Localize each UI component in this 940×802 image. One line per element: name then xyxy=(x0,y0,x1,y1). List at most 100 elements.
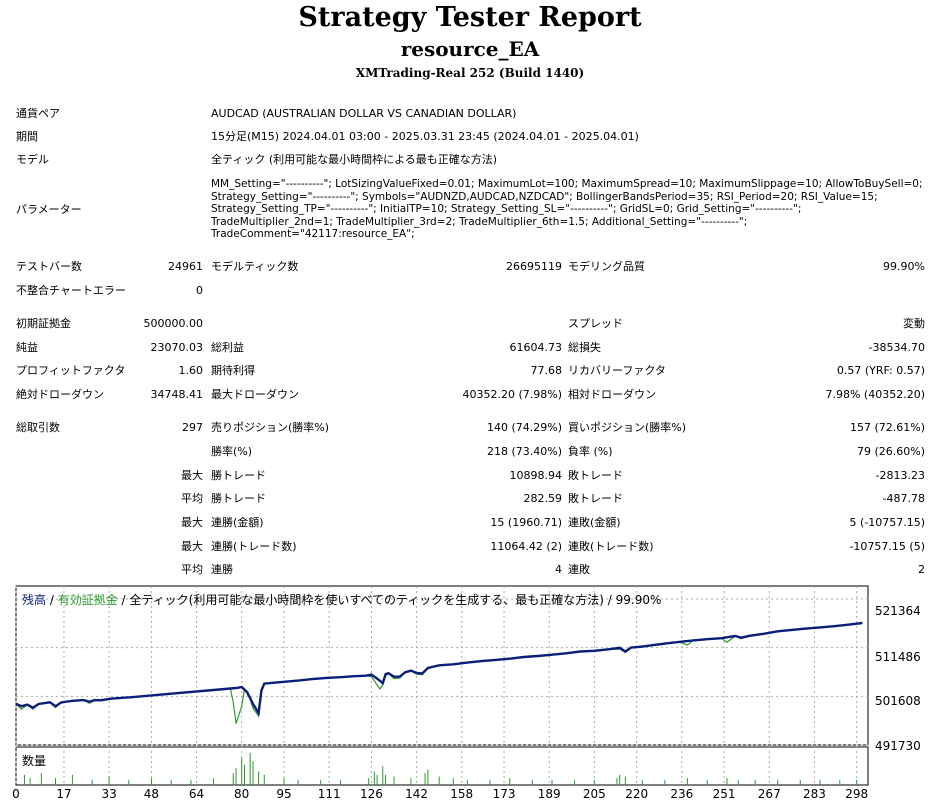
model-label: モデル xyxy=(16,153,49,166)
x-tick-label: 33 xyxy=(101,787,117,801)
ea-name: resource_EA xyxy=(400,37,540,61)
x-tick-label: 142 xyxy=(405,787,429,801)
spread-label: スプレッド xyxy=(568,317,623,330)
max-loss-trade-value: -2813.23 xyxy=(875,469,925,482)
trades-value: 297 xyxy=(182,421,203,434)
report-title: Strategy Tester Report xyxy=(298,2,642,33)
abs-dd-value: 34748.41 xyxy=(150,388,204,401)
y-tick-label: 521364 xyxy=(875,604,921,618)
model-value: 全ティック (利用可能な最小時間枠による最も正確な方法) xyxy=(211,153,498,166)
max-win-trade-label: 勝トレード xyxy=(211,469,266,482)
cons-loss-money-label: 連敗(金額) xyxy=(568,516,621,529)
max-label-2: 最大 xyxy=(181,516,203,529)
x-tick-label: 111 xyxy=(317,787,341,801)
deposit-value: 500000.00 xyxy=(143,317,204,330)
rel-dd-label: 相対ドローダウン xyxy=(568,388,656,401)
quality-label: モデリング品質 xyxy=(568,260,645,273)
server-info: XMTrading-Real 252 (Build 1440) xyxy=(355,66,585,80)
recovery-label: リカバリーファクタ xyxy=(568,364,666,377)
x-tick-label: 251 xyxy=(712,787,736,801)
gross-loss-label: 総損失 xyxy=(568,341,601,354)
x-tick-label: 298 xyxy=(845,787,869,801)
mismatch-value: 0 xyxy=(196,284,203,297)
avg-loss-trade-label: 敗トレード xyxy=(568,492,623,505)
symbol-value: AUDCAD (AUSTRALIAN DOLLAR VS CANADIAN DO… xyxy=(211,107,517,120)
x-tick-label: 95 xyxy=(276,787,292,801)
gross-profit-label: 総利益 xyxy=(211,341,244,354)
pf-label: プロフィットファクタ xyxy=(16,364,126,377)
period-label: 期間 xyxy=(16,130,38,143)
loss-pct-value: 79 (26.60%) xyxy=(856,445,925,458)
balance-chart xyxy=(15,585,869,786)
max-dd-label: 最大ドローダウン xyxy=(211,388,299,401)
y-tick-label: 501608 xyxy=(875,694,921,708)
balance-series-line xyxy=(15,621,863,717)
x-tick-label: 173 xyxy=(492,787,516,801)
params-value: MM_Setting="----------"; LotSizingValueF… xyxy=(211,178,923,240)
legend-equity: 有効証拠金 xyxy=(57,593,118,607)
expected-value: 77.68 xyxy=(530,364,563,377)
x-tick-label: 189 xyxy=(537,787,561,801)
avg-loss-trade-value: -487.78 xyxy=(882,492,925,505)
gross-profit-value: 61604.73 xyxy=(509,341,563,354)
x-tick-label: 0 xyxy=(12,787,20,801)
period-value: 15分足(M15) 2024.04.01 03:00 - 2025.03.31 … xyxy=(211,130,639,143)
rel-dd-value: 7.98% (40352.20) xyxy=(825,388,925,401)
x-tick-label: 283 xyxy=(802,787,826,801)
max-label-1: 最大 xyxy=(181,469,203,482)
legend-sep-2: / xyxy=(117,593,130,607)
cons-win-count-label: 連勝(トレード数) xyxy=(211,540,297,553)
mismatch-label: 不整合チャートエラー xyxy=(16,284,126,297)
x-tick-label: 48 xyxy=(143,787,160,801)
volume-plot-frame xyxy=(15,746,869,786)
gross-loss-value: -38534.70 xyxy=(868,341,925,354)
pf-value: 1.60 xyxy=(178,364,204,377)
net-value: 23070.03 xyxy=(150,341,204,354)
legend-sep-1: / xyxy=(46,593,58,607)
x-tick-label: 64 xyxy=(188,787,205,801)
x-tick-label: 205 xyxy=(582,787,606,801)
long-label: 買いポジション(勝率%) xyxy=(568,421,687,434)
params-label: パラメーター xyxy=(16,203,82,216)
short-value: 140 (74.29%) xyxy=(486,421,562,434)
x-tick-label: 80 xyxy=(234,787,250,801)
cons-loss-money-value: 5 (-10757.15) xyxy=(849,516,925,529)
volume-label: 数量 xyxy=(22,754,47,768)
avg-cons-win-label: 連勝 xyxy=(211,563,233,576)
max-loss-trade-label: 敗トレード xyxy=(568,469,623,482)
trades-label: 総取引数 xyxy=(16,421,60,434)
avg-win-trade-label: 勝トレード xyxy=(211,492,266,505)
cons-loss-count-value: -10757.15 (5) xyxy=(849,540,925,553)
avg-cons-win-value: 4 xyxy=(555,563,562,576)
y-tick-label: 511486 xyxy=(875,650,921,664)
symbol-label: 通貨ペア xyxy=(16,107,60,120)
abs-dd-label: 絶対ドローダウン xyxy=(16,388,104,401)
cons-win-money-label: 連勝(金額) xyxy=(211,516,264,529)
max-win-trade-value: 10898.94 xyxy=(509,469,563,482)
x-tick-label: 126 xyxy=(360,787,383,801)
x-tick-label: 17 xyxy=(56,787,72,801)
y-tick-label: 491730 xyxy=(875,739,921,753)
ticks-value: 26695119 xyxy=(506,260,562,273)
x-tick-label: 236 xyxy=(670,787,694,801)
bars-value: 24961 xyxy=(168,260,203,273)
legend-model: 全ティック(利用可能な最小時間枠を使いすべてのティックを生成する、最も正確な方法… xyxy=(129,593,662,607)
max-dd-value: 40352.20 (7.98%) xyxy=(462,388,562,401)
ticks-label: モデルティック数 xyxy=(211,260,299,273)
chart-legend: 残高 / 有効証拠金 / 全ティック(利用可能な最小時間枠を使いすべてのティック… xyxy=(22,591,661,608)
avg-win-trade-value: 282.59 xyxy=(523,492,563,505)
recovery-value: 0.57 (YRF: 0.57) xyxy=(836,364,925,377)
x-tick-label: 158 xyxy=(450,787,474,801)
avg-cons-loss-label: 連敗 xyxy=(568,563,590,576)
expected-label: 期待利得 xyxy=(211,364,255,377)
quality-value: 99.90% xyxy=(883,260,925,273)
long-value: 157 (72.61%) xyxy=(849,421,925,434)
win-pct-value: 218 (73.40%) xyxy=(486,445,562,458)
avg-label-1: 平均 xyxy=(181,492,203,505)
spread-value: 変動 xyxy=(903,317,925,330)
avg-cons-loss-value: 2 xyxy=(918,563,925,576)
net-label: 純益 xyxy=(16,341,38,354)
avg-label-2: 平均 xyxy=(181,563,203,576)
x-tick-label: 220 xyxy=(625,787,649,801)
win-pct-label: 勝率(%) xyxy=(211,445,253,458)
